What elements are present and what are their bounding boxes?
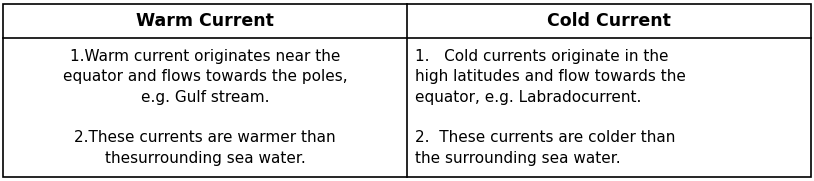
- Text: Cold Current: Cold Current: [547, 12, 671, 30]
- Text: Warm Current: Warm Current: [136, 12, 274, 30]
- Text: 1.   Cold currents originate in the
high latitudes and flow towards the
equator,: 1. Cold currents originate in the high l…: [415, 49, 686, 166]
- Text: 1.Warm current originates near the
equator and flows towards the poles,
e.g. Gul: 1.Warm current originates near the equat…: [63, 49, 348, 166]
